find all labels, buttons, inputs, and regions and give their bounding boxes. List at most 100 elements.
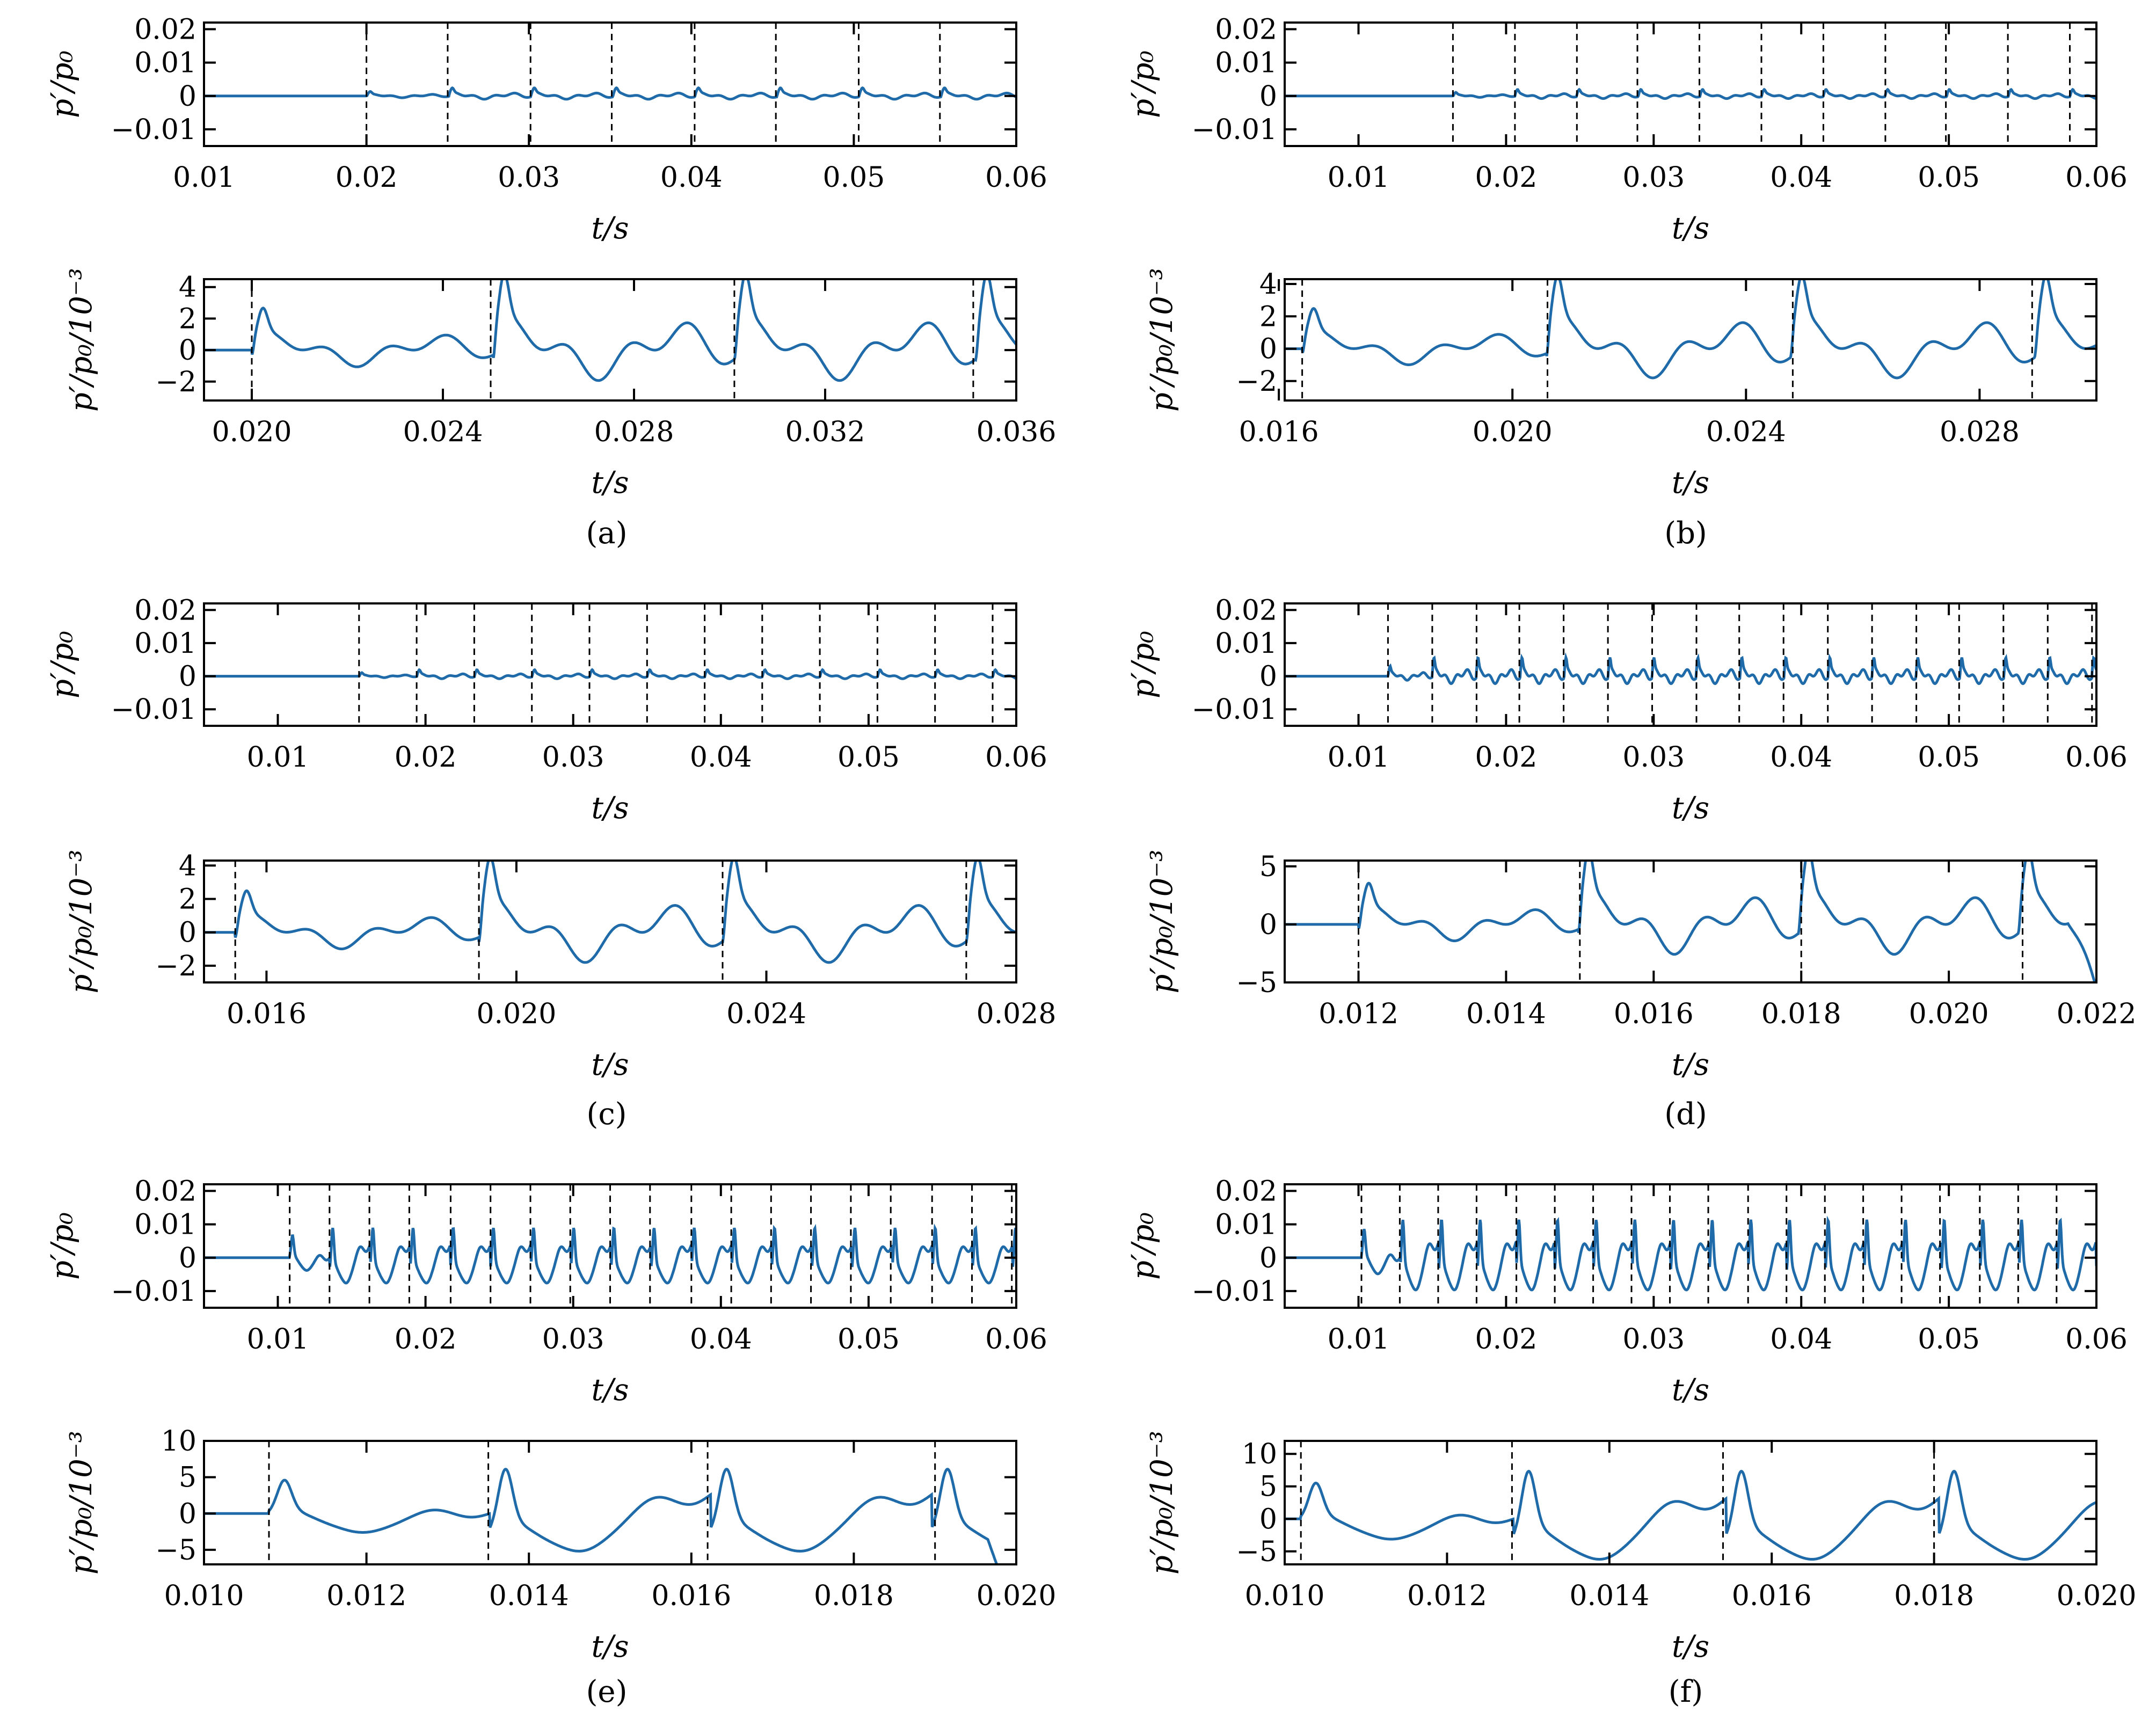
x-tick-label: 0.01 <box>1328 1323 1390 1356</box>
x-tick-label: 0.04 <box>690 741 752 774</box>
x-tick-label: 0.02 <box>1475 162 1538 194</box>
axes-frame <box>203 21 1017 147</box>
x-axis-label: t/s <box>591 1629 629 1664</box>
series-line <box>204 668 1016 680</box>
x-tick-label: 0.032 <box>785 416 865 448</box>
y-tick-label: 2 <box>179 303 196 335</box>
x-tick-label: 0.01 <box>1328 741 1390 774</box>
axes-frame <box>1284 859 2097 984</box>
y-tick-label: 4 <box>179 272 196 304</box>
x-tick-label: 0.04 <box>1770 162 1832 194</box>
y-tick-label: −0.01 <box>111 1276 196 1308</box>
x-tick-label: 0.022 <box>2057 998 2137 1030</box>
x-tick-label: 0.020 <box>977 1580 1057 1612</box>
x-axis-label: t/s <box>1672 211 1709 246</box>
x-tick-label: 0.06 <box>2065 741 2128 774</box>
panel-caption-f: (f) <box>1669 1674 1703 1709</box>
y-axis-label: p′/p₀ <box>45 50 80 118</box>
axes-frame <box>203 1183 1017 1309</box>
x-tick-label: 0.01 <box>173 162 235 194</box>
y-tick-label: 0.02 <box>134 13 196 46</box>
panel-caption-e: (e) <box>586 1674 628 1709</box>
y-tick-label: 0 <box>1259 909 1277 941</box>
y-axis-label: p′/p₀/10⁻³ <box>1145 850 1179 994</box>
axes-frame <box>1284 602 2097 727</box>
y-tick-label: −0.01 <box>111 114 196 146</box>
series-line <box>1285 1469 2096 1561</box>
y-tick-label: 4 <box>1259 268 1277 301</box>
x-tick-label: 0.018 <box>1894 1580 1974 1612</box>
x-tick-label: 0.06 <box>2065 1323 2128 1356</box>
series-line <box>204 1468 999 1564</box>
y-axis-label: p′/p₀ <box>45 1212 80 1280</box>
y-tick-label: 0.02 <box>134 594 196 626</box>
x-tick-label: 0.010 <box>1245 1580 1325 1612</box>
y-tick-label: 0 <box>1259 333 1277 366</box>
axes-frame <box>1284 1440 2097 1565</box>
x-tick-label: 0.01 <box>247 741 309 774</box>
y-tick-label: −0.01 <box>1192 694 1277 726</box>
y-tick-label: 10 <box>161 1425 196 1458</box>
x-tick-label: 0.020 <box>2057 1580 2137 1612</box>
x-tick-label: 0.05 <box>837 741 900 774</box>
x-axis-label: t/s <box>591 1373 629 1408</box>
y-tick-label: 0.01 <box>134 628 196 660</box>
y-tick-label: 0 <box>179 917 196 949</box>
y-tick-label: 0 <box>179 661 196 693</box>
x-axis-label: t/s <box>1672 465 1709 500</box>
y-tick-label: 2 <box>179 884 196 916</box>
x-axis-label: t/s <box>591 211 629 246</box>
x-axis-label: t/s <box>1672 1373 1709 1408</box>
x-tick-label: 0.05 <box>837 1323 900 1356</box>
x-tick-label: 0.020 <box>1909 998 1989 1030</box>
axes-frame <box>203 278 1017 402</box>
y-tick-label: 0 <box>1259 1242 1277 1274</box>
x-tick-label: 0.028 <box>594 416 674 448</box>
y-axis-label: p′/p₀/10⁻³ <box>64 1431 99 1575</box>
plot-a-top: 0.01 0.02 0.03 0.04 0.05 0.06−0.0100.010.02t/… <box>45 13 1047 246</box>
y-tick-label: 0 <box>179 81 196 113</box>
y-tick-label: 0 <box>179 1242 196 1274</box>
y-tick-label: 0.02 <box>134 1175 196 1207</box>
x-tick-label: 0.020 <box>476 998 556 1030</box>
series-line <box>1285 88 2096 100</box>
y-axis-label: p′/p₀/10⁻³ <box>64 850 99 994</box>
x-tick-label: 0.018 <box>1761 998 1841 1030</box>
x-tick-label: 0.024 <box>403 416 483 448</box>
y-tick-label: 5 <box>1259 1471 1277 1503</box>
y-tick-label: −2 <box>155 366 196 398</box>
x-tick-label: 0.018 <box>814 1580 894 1612</box>
y-tick-label: 2 <box>1259 301 1277 333</box>
x-tick-label: 0.014 <box>1569 1580 1649 1612</box>
x-tick-label: 0.02 <box>1475 1323 1538 1356</box>
y-tick-label: 0 <box>179 334 196 367</box>
y-tick-label: 0.02 <box>1215 1175 1277 1207</box>
x-tick-label: 0.012 <box>1407 1580 1487 1612</box>
x-tick-label: 0.02 <box>395 1323 457 1356</box>
plot-d-top: 0.01 0.02 0.03 0.04 0.05 0.06−0.0100.010.02t/… <box>1126 594 2128 826</box>
x-axis-label: t/s <box>1672 791 1709 826</box>
plot-c-top: 0.01 0.02 0.03 0.04 0.05 0.06−0.0100.010.02t/… <box>45 594 1047 826</box>
x-tick-label: 0.014 <box>489 1580 569 1612</box>
x-tick-label: 0.028 <box>1940 416 2020 448</box>
x-tick-label: 0.04 <box>1770 741 1832 774</box>
x-tick-label: 0.03 <box>1622 162 1685 194</box>
y-tick-label: 0.01 <box>1215 47 1277 79</box>
x-tick-label: 0.024 <box>726 998 806 1030</box>
x-tick-label: 0.016 <box>1732 1580 1812 1612</box>
x-tick-label: 0.05 <box>823 162 885 194</box>
x-tick-label: 0.012 <box>326 1580 406 1612</box>
series-line <box>1285 1215 2096 1292</box>
x-tick-label: 0.03 <box>1622 741 1685 774</box>
y-tick-label: 0.02 <box>1215 594 1277 626</box>
series-line <box>204 279 1016 382</box>
x-tick-label: 0.03 <box>542 1323 604 1356</box>
plot-d-bottom: 0.012 0.014 0.016 0.018 0.020 0.022 −5 0 5 t/s p′/… <box>1145 850 2137 1082</box>
y-tick-label: 5 <box>179 1462 196 1494</box>
axes-frame <box>1284 278 2097 402</box>
